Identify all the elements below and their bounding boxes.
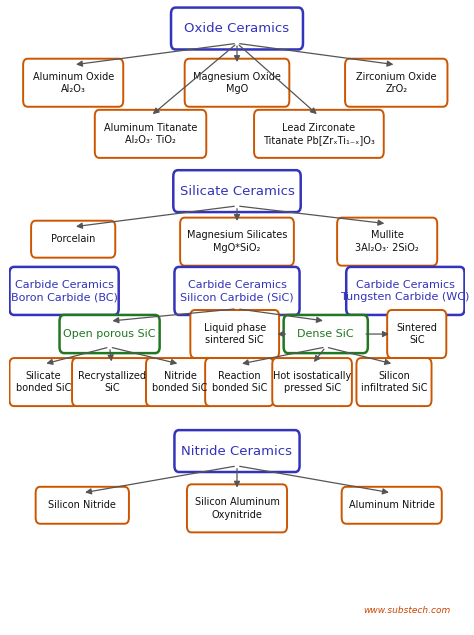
FancyBboxPatch shape (9, 267, 119, 315)
FancyBboxPatch shape (60, 315, 160, 353)
Text: Silicate
bonded SiC: Silicate bonded SiC (16, 371, 71, 393)
FancyBboxPatch shape (185, 58, 289, 107)
FancyBboxPatch shape (272, 358, 352, 406)
FancyBboxPatch shape (345, 58, 447, 107)
FancyBboxPatch shape (146, 358, 214, 406)
Text: Lead Zirconate
Titanate Pb[ZrₓTi₁₋ₓ]O₃: Lead Zirconate Titanate Pb[ZrₓTi₁₋ₓ]O₃ (263, 123, 375, 145)
Text: Mullite
3Al₂O₃· 2SiO₂: Mullite 3Al₂O₃· 2SiO₂ (356, 231, 419, 253)
Text: Hot isostatically
pressed SiC: Hot isostatically pressed SiC (273, 371, 351, 393)
Text: Carbide Ceramics
Tungsten Carbide (WC): Carbide Ceramics Tungsten Carbide (WC) (341, 280, 470, 302)
FancyBboxPatch shape (171, 8, 303, 50)
Text: Porcelain: Porcelain (51, 234, 95, 244)
FancyBboxPatch shape (342, 487, 442, 524)
FancyBboxPatch shape (173, 170, 301, 212)
FancyBboxPatch shape (191, 310, 279, 358)
FancyBboxPatch shape (387, 310, 447, 358)
FancyBboxPatch shape (36, 487, 129, 524)
Text: Magnesium Oxide
MgO: Magnesium Oxide MgO (193, 72, 281, 94)
FancyBboxPatch shape (254, 110, 384, 158)
Text: Oxide Ceramics: Oxide Ceramics (184, 22, 290, 35)
FancyBboxPatch shape (205, 358, 273, 406)
FancyBboxPatch shape (337, 218, 437, 265)
Text: Carbide Ceramics
Boron Carbide (BC): Carbide Ceramics Boron Carbide (BC) (10, 280, 118, 302)
FancyBboxPatch shape (95, 110, 206, 158)
Text: Nitride Ceramics: Nitride Ceramics (182, 444, 292, 458)
Text: Silicon Nitride: Silicon Nitride (48, 500, 116, 511)
Text: Aluminum Titanate
Al₂O₃· TiO₂: Aluminum Titanate Al₂O₃· TiO₂ (104, 123, 197, 145)
Text: Silicon Aluminum
Oxynitride: Silicon Aluminum Oxynitride (194, 497, 280, 519)
Text: Aluminum Oxide
Al₂O₃: Aluminum Oxide Al₂O₃ (33, 72, 114, 94)
FancyBboxPatch shape (174, 430, 300, 472)
Text: Zirconium Oxide
ZrO₂: Zirconium Oxide ZrO₂ (356, 72, 437, 94)
Text: Silicon
infiltrated SiC: Silicon infiltrated SiC (361, 371, 427, 393)
FancyBboxPatch shape (9, 358, 78, 406)
Text: Silicate Ceramics: Silicate Ceramics (180, 185, 294, 197)
FancyBboxPatch shape (72, 358, 152, 406)
FancyBboxPatch shape (23, 58, 123, 107)
Text: Aluminum Nitride: Aluminum Nitride (349, 500, 435, 511)
Text: Liquid phase
sintered SiC: Liquid phase sintered SiC (204, 323, 266, 345)
FancyBboxPatch shape (174, 267, 300, 315)
Text: Reaction
bonded SiC: Reaction bonded SiC (211, 371, 267, 393)
FancyBboxPatch shape (356, 358, 431, 406)
Text: Magnesium Silicates
MgO*SiO₂: Magnesium Silicates MgO*SiO₂ (187, 231, 287, 253)
FancyBboxPatch shape (283, 315, 368, 353)
FancyBboxPatch shape (180, 218, 294, 265)
Text: www.substech.com: www.substech.com (364, 606, 451, 615)
Text: Sintered
SiC: Sintered SiC (396, 323, 437, 345)
FancyBboxPatch shape (187, 485, 287, 532)
Text: Dense SiC: Dense SiC (297, 329, 354, 339)
FancyBboxPatch shape (31, 221, 115, 258)
FancyBboxPatch shape (346, 267, 465, 315)
Text: Nitride
bonded SiC: Nitride bonded SiC (153, 371, 208, 393)
Text: Open porous SiC: Open porous SiC (64, 329, 156, 339)
Text: Recrystallized
SiC: Recrystallized SiC (78, 371, 146, 393)
Text: Carbide Ceramics
Silicon Carbide (SiC): Carbide Ceramics Silicon Carbide (SiC) (180, 280, 294, 302)
